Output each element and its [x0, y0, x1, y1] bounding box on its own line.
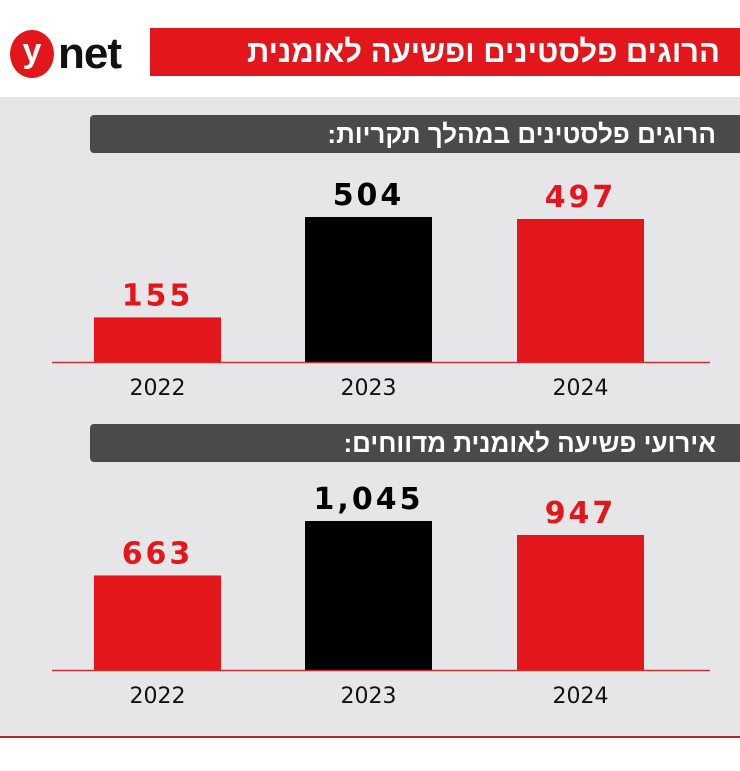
ynet-logo: y net [10, 29, 122, 78]
value-label-2024: 497 [545, 180, 617, 215]
value-label-2022: 155 [122, 278, 194, 313]
bar-2023 [305, 521, 432, 670]
bar-2024 [517, 219, 644, 362]
tick-label-2024: 2024 [553, 684, 609, 709]
bar-2024 [517, 534, 644, 670]
tick-label-2023: 2023 [341, 376, 397, 401]
bar-2022 [94, 575, 221, 670]
value-label-2022: 663 [122, 536, 194, 571]
tick-label-2022: 2022 [130, 684, 186, 709]
value-label-2024: 947 [545, 496, 617, 531]
bar-2022 [94, 317, 221, 362]
bottom-divider [0, 736, 740, 738]
page-title: הרוגים פלסטינים ופשיעה לאומנית [150, 28, 740, 76]
tick-label-2023: 2023 [341, 684, 397, 709]
chart-2-title: אירועי פשיעה לאומנית מדווחים: [90, 424, 740, 462]
tick-label-2024: 2024 [553, 376, 609, 401]
value-label-2023: 1,045 [314, 482, 424, 517]
tick-label-2022: 2022 [130, 376, 186, 401]
chart-1-title: הרוגים פלסטינים במהלך תקריות: [90, 115, 740, 153]
bar-2023 [305, 217, 432, 362]
value-label-2023: 504 [333, 178, 405, 213]
